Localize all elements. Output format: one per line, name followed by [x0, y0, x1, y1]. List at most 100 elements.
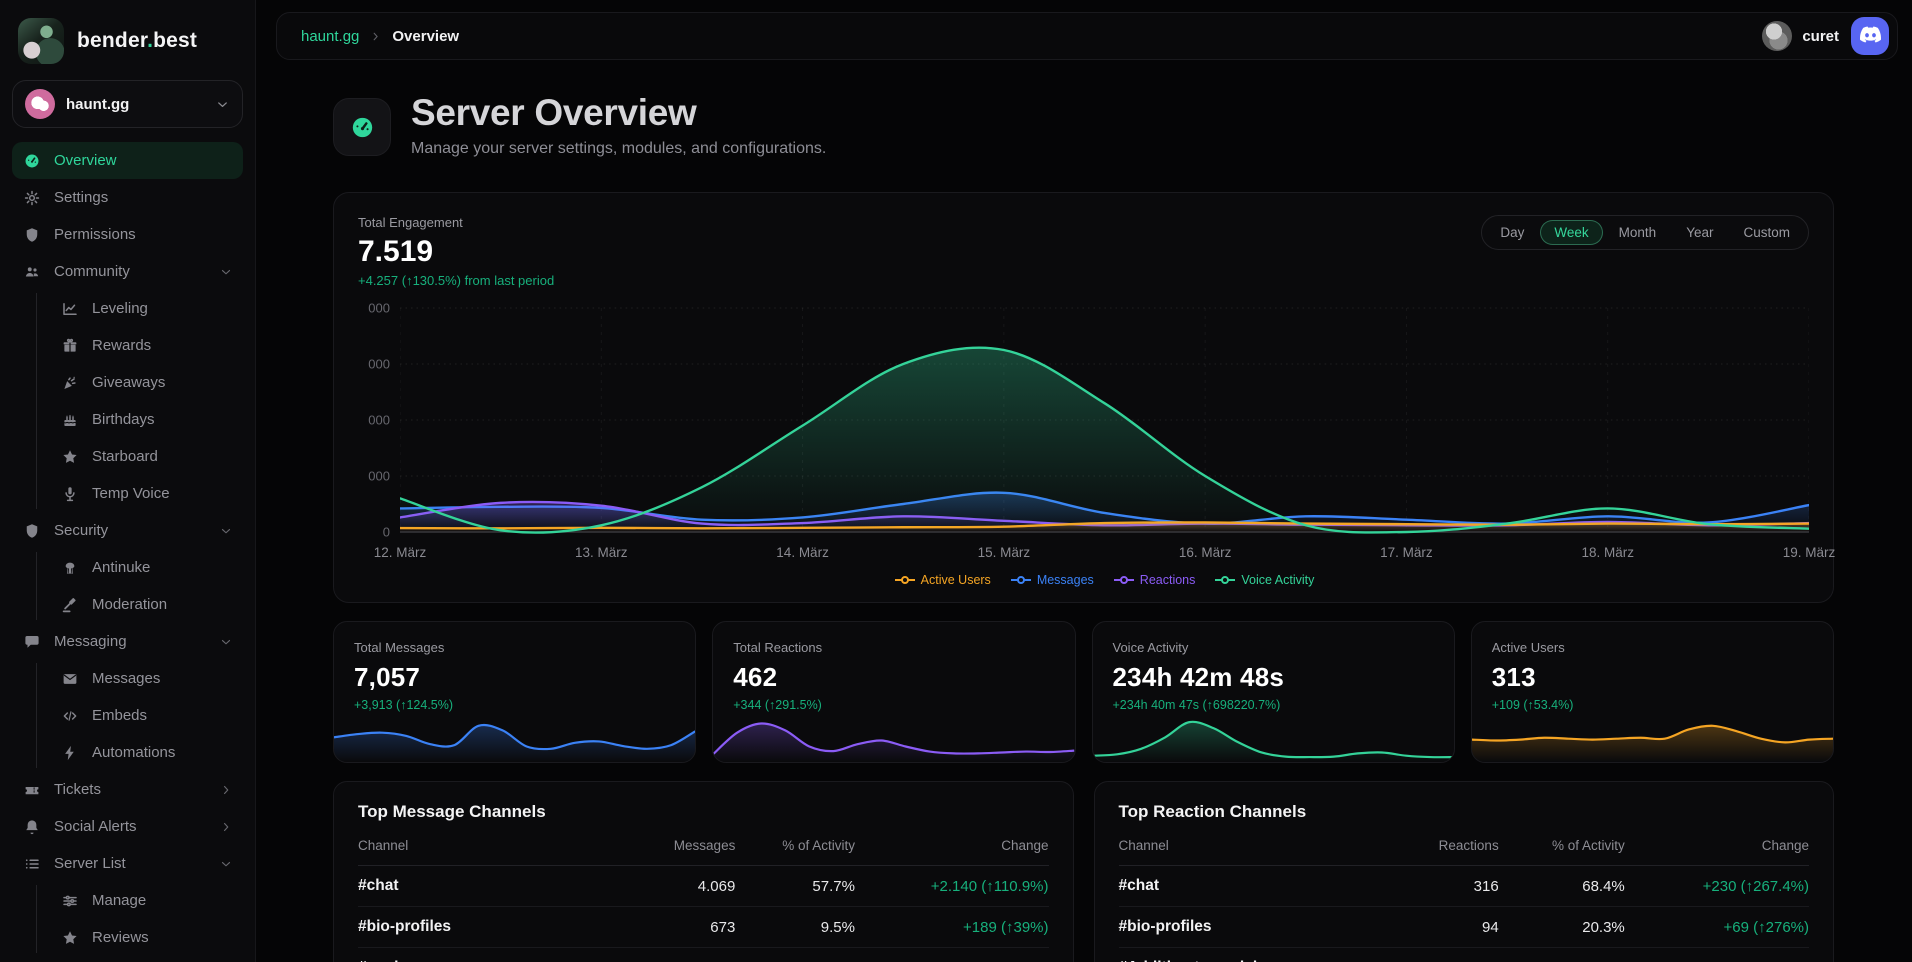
sidebar-item-messaging[interactable]: Messaging — [12, 623, 243, 660]
sidebar-item-leveling[interactable]: Leveling — [50, 290, 243, 327]
chat-icon — [22, 633, 41, 651]
legend-marker — [1215, 575, 1236, 585]
page-title: Server Overview — [411, 92, 697, 133]
sidebar-item-label: Leveling — [92, 300, 148, 317]
sidebar-item-embeds[interactable]: Embeds — [50, 697, 243, 734]
range-button-custom[interactable]: Custom — [1729, 220, 1804, 245]
bolt-icon — [60, 744, 79, 762]
engagement-chart: 000 000 000 000 0 12. März 13. März 14. März 15… — [358, 301, 1836, 590]
sparkline — [713, 722, 1075, 762]
mic-icon — [60, 485, 79, 503]
table-card-top-message-channels: Top Message Channels Channel Messages% of … — [333, 781, 1074, 962]
sidebar-item-label: Automations — [92, 744, 176, 761]
sidebar-item-community[interactable]: Community — [12, 253, 243, 290]
stat-card-voice-activity: Voice Activity 234h 42m 48s +234h 40m 47s … — [1091, 621, 1455, 763]
channels-table: Channel Reactions% of Activity Change #chat… — [1118, 830, 1809, 962]
x-axis-tick: 17. März — [1380, 545, 1433, 560]
legend-label: Voice Activity — [1241, 573, 1315, 587]
y-axis-tick: 0 — [382, 524, 390, 540]
cell-value: 614 — [634, 947, 736, 962]
sidebar-item-label: Messages — [92, 670, 161, 687]
party-icon — [60, 374, 79, 392]
table-row: #chat 4.069 57.7% +2.140 (↑110.9%) — [358, 865, 1049, 907]
column-header: Change — [854, 830, 1049, 866]
cell-value: 1.7% — [1498, 947, 1625, 962]
table-row: #Addition to socials81.7%+8 (↑100%) — [1118, 947, 1809, 962]
change-value: +8 (↑100%) — [1624, 947, 1809, 962]
sidebar-item-birthdays[interactable]: Birthdays — [50, 401, 243, 438]
brand-name: bender.best — [77, 29, 198, 52]
ticket-icon — [22, 781, 41, 799]
sidebar-item-social-alerts[interactable]: Social Alerts — [12, 808, 243, 845]
page-header: Server Overview Manage your server setti… — [333, 92, 1834, 158]
legend-item-messages[interactable]: Messages — [1010, 573, 1094, 587]
legend-label: Messages — [1036, 573, 1094, 587]
column-header: Reactions — [1394, 830, 1499, 866]
channel-name: #bio-profiles — [358, 906, 635, 948]
x-axis-tick: 14. März — [776, 545, 829, 560]
tables-row: Top Message Channels Channel Messages% of … — [333, 781, 1834, 962]
x-axis-tick: 16. März — [1178, 545, 1232, 560]
discord-icon — [1859, 24, 1881, 48]
sidebar-item-manage[interactable]: Manage — [50, 882, 243, 919]
sidebar-item-overview[interactable]: Overview — [12, 142, 243, 179]
sidebar-item-label: Tickets — [54, 781, 101, 798]
sidebar-item-giveaways[interactable]: Giveaways — [50, 364, 243, 401]
breadcrumb-current-page: Overview — [392, 27, 460, 45]
shield-icon — [22, 522, 41, 540]
engagement-change: +4.257 (↑130.5%) from last period — [358, 273, 555, 288]
server-selector[interactable]: haunt.gg — [12, 80, 243, 128]
sidebar-item-antinuke[interactable]: Antinuke — [50, 549, 243, 586]
breadcrumb-server-link[interactable]: haunt.gg — [301, 27, 360, 45]
stat-change: +234h 40m 47s (↑698220.7%) — [1112, 698, 1281, 712]
breadcrumb: haunt.gg Overview — [301, 28, 459, 45]
sidebar-item-rewards[interactable]: Rewards — [50, 327, 243, 364]
sidebar-item-security[interactable]: Security — [12, 512, 243, 549]
legend-item-voice-activity[interactable]: Voice Activity — [1215, 573, 1314, 587]
range-button-year[interactable]: Year — [1672, 220, 1727, 245]
sidebar-nav: Overview Settings Permissions Community Leve… — [12, 142, 243, 956]
sidebar-item-reviews[interactable]: Reviews — [50, 919, 243, 956]
list-icon — [22, 855, 41, 873]
range-button-week[interactable]: Week — [1540, 220, 1603, 245]
range-button-month[interactable]: Month — [1605, 220, 1671, 245]
brand-logo[interactable]: bender.best — [12, 14, 243, 80]
legend-item-reactions[interactable]: Reactions — [1113, 573, 1195, 587]
sidebar-item-permissions[interactable]: Permissions — [12, 216, 243, 253]
sidebar-item-server-list[interactable]: Server List — [12, 845, 243, 882]
stat-label: Active Users — [1491, 640, 1565, 655]
range-button-day[interactable]: Day — [1486, 220, 1538, 245]
change-value: +69 (↑276%) — [1624, 906, 1809, 948]
sidebar-item-starboard[interactable]: Starboard — [50, 438, 243, 475]
server-avatar — [25, 89, 55, 119]
sliders-icon — [60, 892, 79, 910]
sidebar-item-temp-voice[interactable]: Temp Voice — [50, 475, 243, 512]
star-icon — [60, 448, 79, 466]
channel-name: #chat — [1118, 865, 1395, 907]
stat-cards-row: Total Messages 7,057 +3,913 (↑124.5%) Tota… — [333, 621, 1834, 763]
stat-value: 313 — [1491, 662, 1536, 692]
engagement-label: Total Engagement — [358, 215, 463, 230]
sparkline — [1092, 720, 1454, 762]
chevron-right-icon — [219, 783, 233, 797]
sparkline — [334, 723, 696, 762]
chevron-down-icon — [215, 97, 230, 112]
sidebar-item-tickets[interactable]: Tickets — [12, 771, 243, 808]
time-range-group: Day Week Month Year Custom — [1481, 215, 1809, 250]
sidebar-item-label: Giveaways — [92, 374, 166, 391]
discord-button[interactable] — [1851, 17, 1889, 55]
sidebar-item-label: Antinuke — [92, 559, 151, 576]
chart-legend: Active Users Messages Reactions Voice Ac… — [400, 564, 1809, 590]
bell-icon — [22, 818, 41, 836]
gift-icon — [60, 337, 79, 355]
chart-x-axis: 12. März 13. März 14. März 15. März 16. März… — [374, 540, 1836, 564]
sidebar-item-automations[interactable]: Automations — [50, 734, 243, 771]
user-menu[interactable]: curet — [1762, 21, 1839, 51]
change-value: +113 (↑22.6%) — [854, 947, 1049, 962]
table-row: #bio-profiles 94 20.3% +69 (↑276%) — [1118, 906, 1809, 948]
topbar: haunt.gg Overview curet — [276, 12, 1898, 60]
sidebar-item-settings[interactable]: Settings — [12, 179, 243, 216]
sidebar-item-moderation[interactable]: Moderation — [50, 586, 243, 623]
legend-item-active-users[interactable]: Active Users — [894, 573, 991, 587]
sidebar-item-messages[interactable]: Messages — [50, 660, 243, 697]
